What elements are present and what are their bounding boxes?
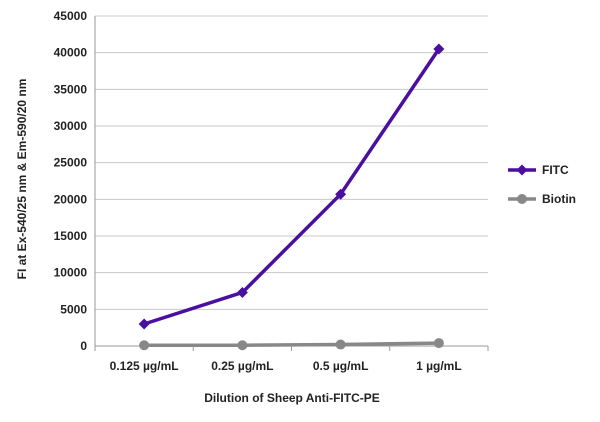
y-tick-label: 15000 bbox=[54, 229, 88, 243]
y-tick-label: 0 bbox=[80, 339, 87, 353]
y-axis-title: FI at Ex-540/25 nm & Em-590/20 nm bbox=[15, 79, 29, 280]
legend-swatch-marker bbox=[516, 164, 528, 176]
y-tick-label: 20000 bbox=[54, 192, 88, 206]
data-point bbox=[139, 340, 150, 351]
data-point bbox=[335, 188, 347, 200]
legend-item-fitc: FITC bbox=[508, 163, 569, 177]
series-fitc bbox=[138, 43, 445, 330]
gridlines bbox=[95, 15, 488, 310]
x-tick-labels: 0.125 µg/mL 0.25 µg/mL 0.5 µg/mL 1 µg/mL bbox=[110, 359, 462, 373]
series-biotin bbox=[139, 338, 444, 351]
data-point bbox=[335, 339, 346, 350]
x-tick-label: 0.125 µg/mL bbox=[110, 359, 179, 373]
x-tick-label: 1 µg/mL bbox=[416, 359, 462, 373]
y-tick-label: 5000 bbox=[60, 302, 87, 316]
legend: FITC Biotin bbox=[508, 163, 576, 206]
x-tick-label: 0.5 µg/mL bbox=[313, 359, 369, 373]
series-line-biotin bbox=[144, 341, 439, 348]
series-line-fitc bbox=[143, 48, 441, 326]
x-axis-title: Dilution of Sheep Anti-FITC-PE bbox=[204, 391, 380, 405]
y-tick-label: 25000 bbox=[54, 156, 88, 170]
y-tick-label: 10000 bbox=[54, 266, 88, 280]
data-point bbox=[237, 340, 248, 351]
legend-label: FITC bbox=[542, 163, 569, 177]
y-tick-label: 40000 bbox=[54, 46, 88, 60]
legend-label: Biotin bbox=[542, 192, 576, 206]
series bbox=[138, 43, 445, 351]
x-tick-label: 0.25 µg/mL bbox=[211, 359, 273, 373]
legend-swatch-marker bbox=[517, 194, 527, 204]
data-point bbox=[236, 286, 248, 298]
y-tick-label: 30000 bbox=[54, 119, 88, 133]
data-point bbox=[433, 43, 445, 55]
y-tick-label: 35000 bbox=[54, 82, 88, 96]
y-tick-labels: 0 5000 10000 15000 20000 25000 30000 35000 40000… bbox=[54, 9, 88, 353]
data-point bbox=[138, 318, 150, 330]
data-point bbox=[433, 338, 444, 349]
legend-item-biotin: Biotin bbox=[508, 192, 576, 206]
y-tick-label: 45000 bbox=[54, 9, 88, 23]
